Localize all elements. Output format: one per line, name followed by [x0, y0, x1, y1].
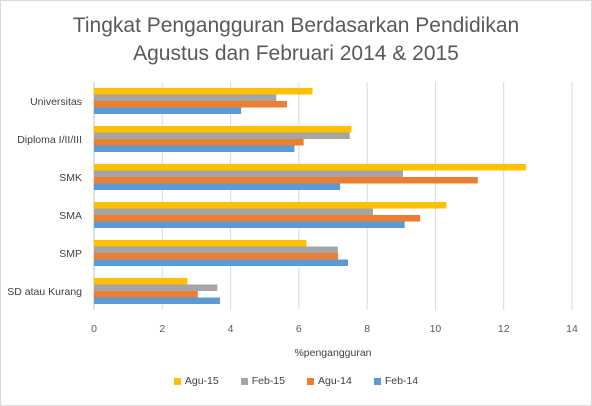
- category-label: Diploma I/II/III: [17, 134, 82, 146]
- x-tick-label: 2: [159, 323, 165, 335]
- bars: [94, 88, 526, 304]
- legend-swatch: [173, 377, 181, 385]
- bar-feb-15-0: [94, 94, 277, 101]
- category-label: SMK: [59, 172, 82, 184]
- category-label: SMA: [59, 210, 82, 222]
- x-tick-label: 4: [228, 323, 234, 335]
- x-tick-label: 8: [364, 323, 370, 335]
- bar-agu-15-4: [94, 240, 307, 247]
- bar-agu-14-0: [94, 101, 287, 108]
- bar-feb-15-4: [94, 246, 338, 253]
- legend-swatch: [307, 377, 314, 385]
- category-label: Universitas: [30, 96, 82, 108]
- legend-item: Feb-15: [240, 375, 285, 387]
- bar-feb-14-4: [94, 259, 349, 266]
- bar-agu-15-5: [94, 278, 188, 285]
- category-label: SMP: [59, 248, 82, 260]
- legend-label: Agu-14: [318, 375, 352, 387]
- chart-title-line-1: Tingkat Pengangguran Berdasarkan Pendidi…: [72, 14, 520, 37]
- bar-feb-15-5: [94, 284, 218, 291]
- legend-label: Agu-15: [184, 375, 219, 387]
- gridlines: [93, 82, 573, 310]
- bar-feb-14-2: [94, 183, 341, 190]
- category-labels: Universitas Diploma I/II/III SMK SMA SMP SD a…: [7, 96, 82, 298]
- x-tick-label: 12: [498, 323, 510, 335]
- bar-agu-14-2: [94, 177, 478, 184]
- bar-feb-14-1: [94, 145, 295, 152]
- x-tick-label: 10: [430, 323, 442, 335]
- x-tick-label: 6: [296, 323, 302, 335]
- category-label: SD atau Kurang: [7, 286, 82, 298]
- legend-label: Feb-14: [384, 375, 419, 387]
- bar-agu-15-3: [94, 202, 447, 209]
- chart-title: Tingkat Pengangguran Berdasarkan Pendidi…: [0, 12, 592, 68]
- x-axis-label: %pengangguran: [294, 347, 371, 359]
- bar-agu-15-1: [94, 126, 352, 133]
- legend-label: Feb-15: [251, 375, 285, 387]
- chart-title-line-2: Agustus dan Februari 2014 & 2015: [133, 42, 459, 65]
- legend: Agu-15 Feb-15 Agu-14 Feb-14: [0, 375, 592, 387]
- legend-item: Agu-14: [307, 375, 352, 387]
- bar-agu-14-5: [94, 291, 198, 298]
- x-tick-labels: 0 2 4 6 8 10 12 14: [91, 323, 578, 335]
- bar-feb-15-2: [94, 170, 403, 177]
- bar-agu-14-3: [94, 215, 421, 222]
- bar-agu-15-0: [94, 88, 313, 95]
- bar-feb-14-0: [94, 107, 242, 114]
- x-tick-label: 14: [566, 323, 578, 335]
- bar-feb-14-5: [94, 297, 220, 304]
- bar-agu-14-1: [94, 139, 304, 146]
- legend-item: Agu-15: [173, 375, 219, 387]
- legend-swatch: [240, 377, 248, 385]
- bar-feb-15-1: [94, 132, 350, 139]
- bar-agu-14-4: [94, 253, 339, 260]
- bar-feb-15-3: [94, 208, 373, 215]
- bar-agu-15-2: [94, 164, 526, 171]
- x-tick-label: 0: [91, 323, 97, 335]
- bar-feb-14-3: [94, 221, 405, 228]
- legend-item: Feb-14: [373, 375, 419, 387]
- legend-swatch: [373, 377, 381, 385]
